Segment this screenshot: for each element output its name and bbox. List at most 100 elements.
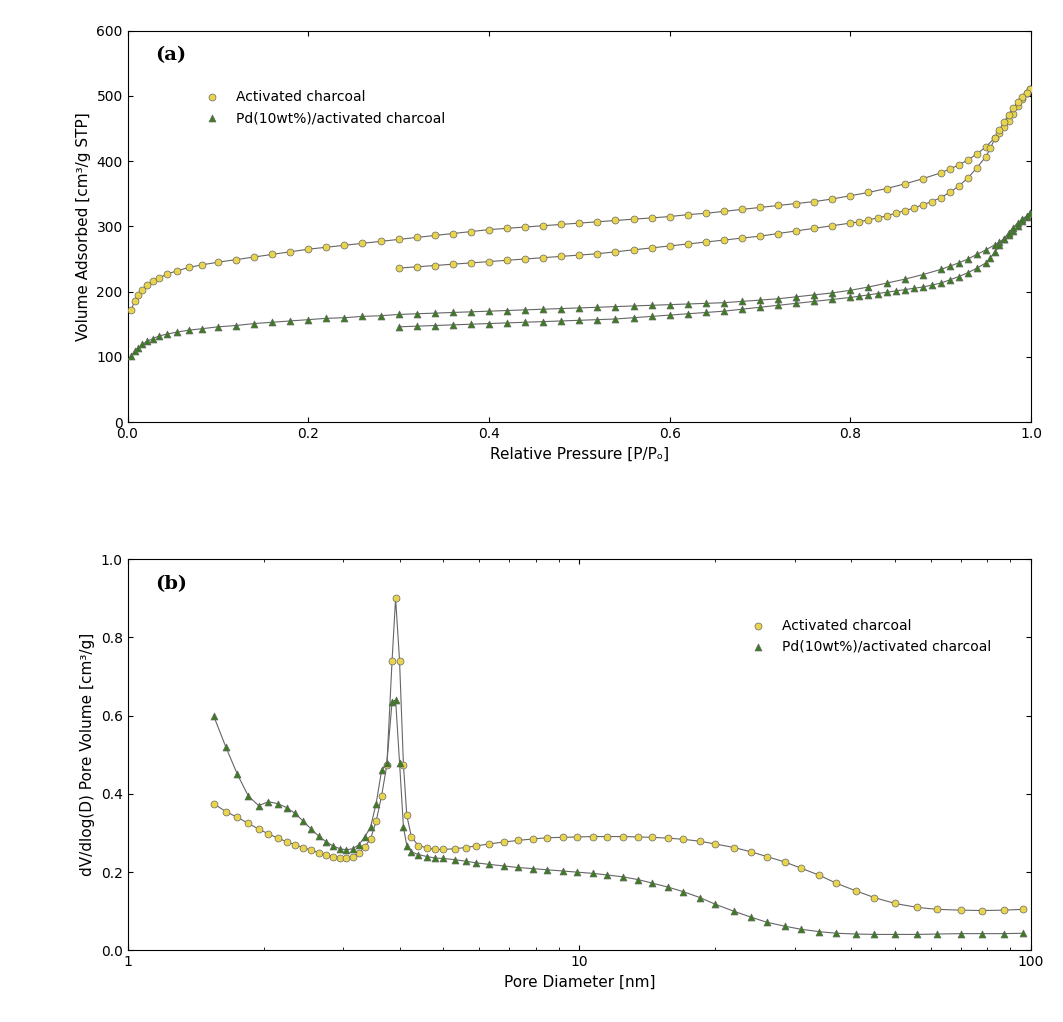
Pd(10wt%)/activated charcoal bbox=[351, 837, 368, 853]
Point bbox=[607, 311, 624, 327]
Activated charcoal bbox=[589, 214, 606, 230]
Point bbox=[715, 303, 732, 319]
Pd(10wt%)/activated charcoal bbox=[130, 339, 147, 356]
Pd(10wt%)/activated charcoal bbox=[793, 921, 810, 937]
Point bbox=[571, 247, 588, 264]
Activated charcoal bbox=[598, 829, 615, 845]
Activated charcoal bbox=[122, 301, 139, 318]
Activated charcoal bbox=[539, 830, 556, 846]
Pd(10wt%)/activated charcoal bbox=[384, 694, 401, 710]
Pd(10wt%)/activated charcoal bbox=[409, 846, 426, 863]
Activated charcoal bbox=[240, 816, 257, 832]
Pd(10wt%)/activated charcoal bbox=[860, 279, 877, 295]
Point bbox=[977, 148, 994, 165]
X-axis label: Relative Pressure [P/Pₒ]: Relative Pressure [P/Pₒ] bbox=[490, 447, 669, 462]
Activated charcoal bbox=[950, 156, 967, 173]
Pd(10wt%)/activated charcoal bbox=[1000, 227, 1017, 243]
Pd(10wt%)/activated charcoal bbox=[679, 295, 696, 312]
Pd(10wt%)/activated charcoal bbox=[644, 875, 661, 891]
Pd(10wt%)/activated charcoal bbox=[887, 926, 904, 942]
Point bbox=[982, 249, 999, 266]
Point bbox=[977, 254, 994, 271]
Point bbox=[991, 237, 1008, 253]
Pd(10wt%)/activated charcoal bbox=[1018, 208, 1035, 225]
Activated charcoal bbox=[287, 837, 304, 853]
Activated charcoal bbox=[991, 125, 1008, 141]
Pd(10wt%)/activated charcoal bbox=[959, 250, 976, 267]
Pd(10wt%)/activated charcoal bbox=[229, 766, 246, 783]
Activated charcoal bbox=[679, 206, 696, 223]
Activated charcoal bbox=[181, 260, 198, 276]
Activated charcoal bbox=[250, 821, 267, 837]
Activated charcoal bbox=[480, 222, 497, 238]
Y-axis label: dV/dlog(D) Pore Volume [cm³/g]: dV/dlog(D) Pore Volume [cm³/g] bbox=[80, 634, 96, 877]
Pd(10wt%)/activated charcoal bbox=[625, 297, 642, 314]
Pd(10wt%)/activated charcoal bbox=[995, 926, 1012, 942]
Point bbox=[499, 252, 516, 269]
Point bbox=[462, 316, 479, 332]
Point bbox=[535, 249, 552, 266]
Activated charcoal bbox=[246, 248, 263, 265]
Activated charcoal bbox=[227, 251, 244, 268]
Point bbox=[870, 285, 887, 301]
Activated charcoal bbox=[535, 218, 552, 234]
Activated charcoal bbox=[692, 833, 709, 849]
Point bbox=[1018, 207, 1035, 224]
Activated charcoal bbox=[495, 834, 512, 850]
Activated charcoal bbox=[509, 832, 526, 848]
Point bbox=[1005, 100, 1022, 117]
Point bbox=[923, 193, 940, 210]
Pd(10wt%)/activated charcoal bbox=[499, 303, 516, 319]
Activated charcoal bbox=[986, 130, 1003, 146]
Pd(10wt%)/activated charcoal bbox=[692, 889, 709, 905]
Pd(10wt%)/activated charcoal bbox=[217, 739, 234, 755]
Activated charcoal bbox=[806, 193, 823, 210]
Pd(10wt%)/activated charcoal bbox=[480, 856, 497, 873]
Activated charcoal bbox=[130, 287, 147, 304]
Pd(10wt%)/activated charcoal bbox=[169, 324, 186, 340]
Pd(10wt%)/activated charcoal bbox=[332, 840, 349, 856]
Pd(10wt%)/activated charcoal bbox=[598, 867, 615, 883]
Point bbox=[1018, 85, 1035, 101]
Pd(10wt%)/activated charcoal bbox=[743, 909, 760, 925]
Activated charcoal bbox=[555, 829, 572, 845]
Point bbox=[679, 236, 696, 252]
Activated charcoal bbox=[264, 246, 281, 263]
Activated charcoal bbox=[914, 171, 931, 187]
Point bbox=[1005, 220, 1022, 236]
Pd(10wt%)/activated charcoal bbox=[495, 857, 512, 874]
Activated charcoal bbox=[354, 235, 371, 251]
Activated charcoal bbox=[625, 211, 642, 227]
Pd(10wt%)/activated charcoal bbox=[1005, 223, 1022, 239]
Activated charcoal bbox=[446, 840, 463, 856]
Point bbox=[950, 178, 967, 194]
Pd(10wt%)/activated charcoal bbox=[294, 814, 311, 830]
Pd(10wt%)/activated charcoal bbox=[517, 301, 534, 318]
Point bbox=[733, 230, 750, 246]
Pd(10wt%)/activated charcoal bbox=[246, 316, 263, 332]
Pd(10wt%)/activated charcoal bbox=[697, 295, 714, 312]
Activated charcoal bbox=[318, 846, 335, 863]
Point bbox=[851, 214, 868, 230]
Pd(10wt%)/activated charcoal bbox=[752, 292, 769, 309]
Point bbox=[1022, 205, 1039, 222]
Pd(10wt%)/activated charcoal bbox=[842, 282, 859, 298]
Activated charcoal bbox=[303, 842, 320, 858]
Pd(10wt%)/activated charcoal bbox=[629, 872, 646, 888]
Pd(10wt%)/activated charcoal bbox=[158, 326, 175, 342]
Pd(10wt%)/activated charcoal bbox=[457, 853, 474, 870]
Activated charcoal bbox=[607, 213, 624, 229]
Activated charcoal bbox=[942, 160, 959, 177]
Activated charcoal bbox=[824, 191, 841, 207]
Point bbox=[806, 293, 823, 310]
Point bbox=[1022, 81, 1039, 97]
Pd(10wt%)/activated charcoal bbox=[535, 301, 552, 318]
Pd(10wt%)/activated charcoal bbox=[878, 275, 895, 291]
Point bbox=[589, 245, 606, 262]
Point bbox=[661, 238, 678, 254]
Activated charcoal bbox=[1000, 112, 1017, 129]
Pd(10wt%)/activated charcoal bbox=[279, 799, 296, 816]
Pd(10wt%)/activated charcoal bbox=[145, 330, 162, 346]
Point bbox=[806, 220, 823, 236]
Pd(10wt%)/activated charcoal bbox=[806, 287, 823, 304]
